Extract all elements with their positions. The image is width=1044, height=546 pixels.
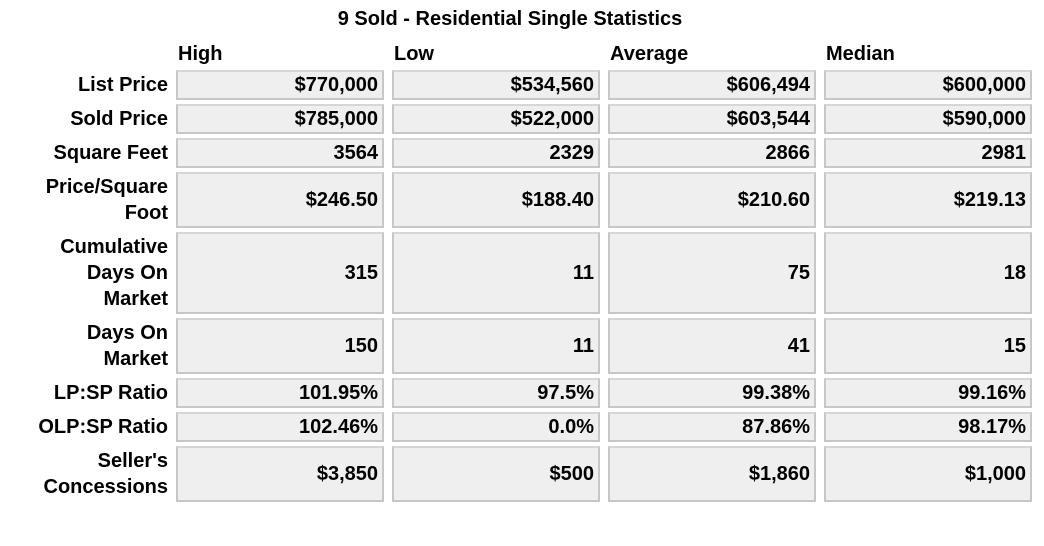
value-cell: 98.17%: [824, 412, 1032, 442]
value-cell: 3564: [176, 138, 384, 168]
row-label: LP:SP Ratio: [0, 378, 168, 408]
value-cell: 150: [176, 318, 384, 374]
value-cell: 99.16%: [824, 378, 1032, 408]
row-label-line: Days On: [86, 262, 168, 284]
table-row: Sold Price $785,000 $522,000 $603,544 $590,0…: [0, 104, 1032, 134]
value-cell: $785,000: [176, 104, 384, 134]
value-cell: 101.95%: [176, 378, 384, 408]
table-row: LP:SP Ratio 101.95% 97.5% 99.38% 99.16%: [0, 378, 1032, 408]
row-label-line: Days On: [86, 322, 168, 344]
header-row: High Low Average Median: [0, 40, 1032, 66]
statistics-table: High Low Average Median List Price $770,0…: [0, 36, 1040, 506]
value-cell: $522,000: [392, 104, 600, 134]
value-cell: 2981: [824, 138, 1032, 168]
value-cell: 97.5%: [392, 378, 600, 408]
row-label: Seller's Concessions: [0, 446, 168, 502]
table-row: List Price $770,000 $534,560 $606,494 $600,0…: [0, 70, 1032, 100]
value-cell: $534,560: [392, 70, 600, 100]
value-cell: 11: [392, 232, 600, 314]
row-label: OLP:SP Ratio: [0, 412, 168, 442]
table-row: Cumulative Days On Market 315 11 75 18: [0, 232, 1032, 314]
row-label-line: Square Feet: [53, 142, 168, 164]
row-label-line: Market: [103, 348, 168, 370]
row-label-line: Cumulative: [60, 236, 168, 258]
row-label-line: OLP:SP Ratio: [38, 416, 168, 438]
value-cell: $606,494: [608, 70, 816, 100]
value-cell: 315: [176, 232, 384, 314]
value-cell: $1,860: [608, 446, 816, 502]
value-cell: 75: [608, 232, 816, 314]
column-header-median: Median: [826, 43, 895, 65]
column-header-average: Average: [610, 43, 689, 65]
value-cell: $3,850: [176, 446, 384, 502]
row-label-line: Market: [103, 288, 168, 310]
value-cell: 18: [824, 232, 1032, 314]
value-cell: 11: [392, 318, 600, 374]
value-cell: $210.60: [608, 172, 816, 228]
value-cell: 2866: [608, 138, 816, 168]
row-label: Days On Market: [0, 318, 168, 374]
row-label: Sold Price: [0, 104, 168, 134]
value-cell: $770,000: [176, 70, 384, 100]
value-cell: 87.86%: [608, 412, 816, 442]
row-label-line: Sold Price: [70, 108, 168, 130]
value-cell: 0.0%: [392, 412, 600, 442]
row-label-line: Concessions: [43, 476, 168, 498]
value-cell: $600,000: [824, 70, 1032, 100]
value-cell: 15: [824, 318, 1032, 374]
column-header-high: High: [178, 43, 223, 65]
table-row: OLP:SP Ratio 102.46% 0.0% 87.86% 98.17%: [0, 412, 1032, 442]
value-cell: $219.13: [824, 172, 1032, 228]
table-row: Price/Square Foot $246.50 $188.40 $210.60 $21…: [0, 172, 1032, 228]
row-label-line: List Price: [77, 74, 168, 96]
row-label-line: Seller's: [97, 450, 168, 472]
column-header-low: Low: [394, 43, 434, 65]
table-row: Square Feet 3564 2329 2866 2981: [0, 138, 1032, 168]
table-row: Seller's Concessions $3,850 $500 $1,860 $1,00…: [0, 446, 1032, 502]
corner-cell: [0, 40, 168, 66]
value-cell: $590,000: [824, 104, 1032, 134]
row-label-line: Foot: [124, 202, 168, 224]
value-cell: $246.50: [176, 172, 384, 228]
value-cell: $1,000: [824, 446, 1032, 502]
row-label: Square Feet: [0, 138, 168, 168]
value-cell: $188.40: [392, 172, 600, 228]
value-cell: 2329: [392, 138, 600, 168]
value-cell: $603,544: [608, 104, 816, 134]
value-cell: 41: [608, 318, 816, 374]
row-label-line: Price/Square: [45, 176, 168, 198]
row-label: Price/Square Foot: [0, 172, 168, 228]
row-label: List Price: [0, 70, 168, 100]
row-label: Cumulative Days On Market: [0, 232, 168, 314]
table-row: Days On Market 150 11 41 15: [0, 318, 1032, 374]
value-cell: 102.46%: [176, 412, 384, 442]
value-cell: $500: [392, 446, 600, 502]
row-label-line: LP:SP Ratio: [53, 382, 168, 404]
value-cell: 99.38%: [608, 378, 816, 408]
table-body: List Price $770,000 $534,560 $606,494 $600,0…: [0, 70, 1032, 502]
page-title: 9 Sold - Residential Single Statistics: [337, 8, 683, 30]
